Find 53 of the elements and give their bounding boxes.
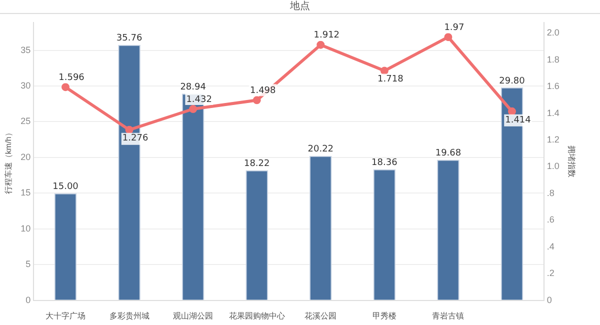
point <box>189 105 198 114</box>
y2-tick-label: 1.0 <box>546 161 560 172</box>
point <box>62 83 70 92</box>
y2-tick-label: 2.0 <box>546 28 560 38</box>
point <box>316 40 325 49</box>
chart-title: 地点 <box>0 0 600 14</box>
data-label: 28.94 <box>180 82 206 92</box>
x-tick-label: 甲秀楼 <box>372 311 396 320</box>
x-tick-label: 多彩贵州城 <box>109 311 150 320</box>
y2-tick-label: .2 <box>546 268 554 278</box>
y2-tick-label: 0 <box>546 294 552 305</box>
y2-tick-label: 1.6 <box>546 81 560 92</box>
y-axis-title: 行程车速（km/h） <box>4 128 14 194</box>
data-label: 1.414 <box>505 115 532 126</box>
y-tick-label: 30 <box>20 80 31 90</box>
data-label: 1.912 <box>314 30 340 41</box>
data-label: 18.22 <box>244 159 270 170</box>
data-label: 18.36 <box>372 158 398 168</box>
data-label: 1.97 <box>444 22 464 33</box>
data-label: 29.80 <box>499 76 526 86</box>
y-tick-label: 5 <box>26 259 31 270</box>
point <box>380 66 388 75</box>
y2-tick-label: 1.4 <box>546 108 560 118</box>
y-tick-label: 10 <box>20 223 31 234</box>
point <box>508 107 516 116</box>
data-label: 15.00 <box>52 182 79 192</box>
y2-axis-title: 拥堵指数 <box>566 145 576 178</box>
x-tick-label: 花溪公园 <box>304 311 337 320</box>
y2-tick-label: .8 <box>546 188 554 198</box>
y-tick-label: 20 <box>20 152 31 162</box>
data-label: 1.498 <box>250 86 276 96</box>
y-tick-label: 25 <box>20 116 31 126</box>
x-tick-label: 花果园购物中心 <box>228 311 285 320</box>
y2-tick-label: 1.8 <box>546 54 560 64</box>
y-tick-label: 15 <box>20 188 31 198</box>
point <box>125 126 134 134</box>
x-tick-label: 青岩古镇 <box>432 311 464 320</box>
y2-tick-label: .4 <box>546 241 554 252</box>
y2-tick-label: .6 <box>546 214 554 225</box>
point <box>444 33 452 42</box>
data-label: 1.432 <box>186 94 212 105</box>
data-label: 19.68 <box>435 148 462 159</box>
data-label: 20.22 <box>308 144 334 155</box>
data-label: 35.76 <box>116 34 142 44</box>
data-label: 1.718 <box>378 74 404 85</box>
data-label: 1.276 <box>122 134 148 144</box>
data-label: 1.596 <box>58 72 85 83</box>
y-tick-label: 35 <box>20 44 31 55</box>
point <box>252 96 261 104</box>
y-tick-label: 0 <box>26 294 31 305</box>
x-tick-label: 观山湖公园 <box>173 311 214 320</box>
x-tick-label: 大十字广场 <box>46 311 86 320</box>
y2-tick-label: 1.2 <box>546 134 560 144</box>
